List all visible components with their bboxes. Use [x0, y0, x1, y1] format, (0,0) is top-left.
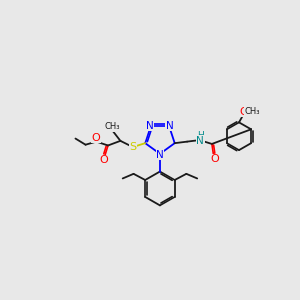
Text: N: N [196, 136, 204, 146]
Text: N: N [156, 150, 164, 160]
Text: N: N [146, 121, 154, 131]
Text: O: O [91, 133, 100, 143]
Text: S: S [129, 142, 137, 152]
Text: O: O [239, 106, 248, 117]
Text: N: N [166, 121, 174, 131]
Text: CH₃: CH₃ [244, 107, 260, 116]
Text: O: O [211, 154, 219, 164]
Text: H: H [197, 131, 204, 140]
Text: CH₃: CH₃ [104, 122, 120, 131]
Text: O: O [100, 155, 109, 165]
